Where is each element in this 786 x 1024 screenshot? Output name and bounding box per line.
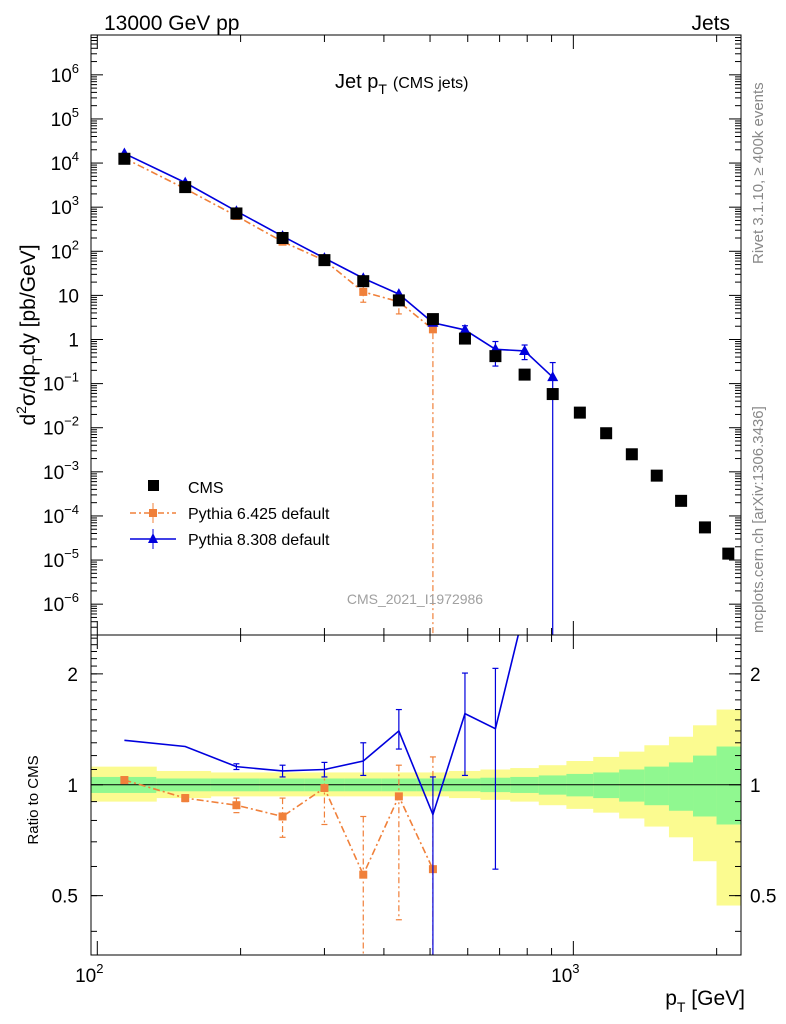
rivet-version-label: Rivet 3.1.10, ≥ 400k events bbox=[750, 82, 767, 264]
main-y-tick-label: 10−4 bbox=[43, 502, 79, 528]
pythia8-point bbox=[547, 371, 559, 382]
cms-data-point bbox=[118, 152, 131, 165]
main-y-tick-label: 10 bbox=[58, 286, 79, 307]
band-inner-bin bbox=[593, 772, 620, 799]
pythia8-point bbox=[459, 323, 471, 334]
analysis-watermark: CMS_2021_I1972986 bbox=[347, 591, 483, 607]
plot-title: Jet pT (CMS jets) bbox=[335, 71, 468, 97]
ratio-plot-area bbox=[91, 635, 741, 955]
legend-label-cms: CMS bbox=[188, 480, 224, 497]
ratio-pythia6-point bbox=[278, 812, 287, 821]
header-analysis-group: Jets bbox=[691, 12, 730, 35]
legend-label-pythia8: Pythia 8.308 default bbox=[188, 532, 330, 549]
band-inner-bin bbox=[644, 766, 670, 806]
cms-data-point bbox=[426, 313, 439, 326]
pythia6-point bbox=[359, 287, 368, 296]
cms-data-point bbox=[179, 181, 192, 194]
ratio-y-tick-label-right: 1 bbox=[750, 776, 761, 797]
ratio-y-tick-label-left: 1 bbox=[67, 776, 78, 797]
main-y-tick-label: 10−2 bbox=[43, 414, 79, 440]
band-inner-bin bbox=[693, 755, 718, 817]
cms-data-point bbox=[722, 547, 735, 560]
x-tick-label: 102 bbox=[75, 961, 103, 987]
cms-data-point bbox=[318, 254, 331, 267]
ratio-axes: 102 103 0.5 0.5 1 1 2 2 bbox=[52, 634, 776, 987]
ratio-pythia6-point bbox=[320, 783, 329, 792]
mcplots-label: mcplots.cern.ch [arXiv:1306.3436] bbox=[750, 406, 767, 633]
main-y-tick-label: 10−1 bbox=[43, 370, 79, 396]
band-inner-bin bbox=[716, 746, 741, 825]
ratio-pythia6-point bbox=[232, 801, 241, 810]
main-y-tick-label: 102 bbox=[51, 237, 79, 263]
main-y-tick-label: 10−3 bbox=[43, 458, 79, 484]
main-y-tick-label: 10−5 bbox=[43, 546, 79, 572]
legend-marker-pythia6 bbox=[149, 509, 157, 517]
main-plot-area bbox=[118, 147, 735, 635]
cms-data-point bbox=[357, 275, 370, 288]
main-y-tick-label: 10−6 bbox=[43, 590, 79, 616]
band-inner-bin bbox=[619, 769, 645, 802]
header-collision-label: 13000 GeV pp bbox=[104, 12, 239, 35]
ratio-pythia6-point bbox=[181, 794, 190, 803]
legend-marker-pythia8 bbox=[148, 533, 158, 543]
ratio-y-tick-label-left: 0.5 bbox=[52, 887, 78, 908]
legend-marker-cms bbox=[148, 480, 159, 491]
pythia8-point bbox=[519, 344, 531, 355]
pythia8-line bbox=[124, 152, 554, 378]
cms-data-point bbox=[276, 232, 289, 245]
main-y-tick-label: 105 bbox=[51, 105, 79, 131]
main-y-tick-label: 1 bbox=[68, 331, 79, 352]
cms-data-point bbox=[230, 207, 243, 220]
cms-data-point bbox=[546, 388, 559, 401]
cms-data-point bbox=[489, 350, 502, 363]
ratio-frame bbox=[90, 634, 742, 956]
band-inner-bin bbox=[668, 762, 694, 811]
cms-data-point bbox=[392, 294, 405, 307]
cms-data-point bbox=[518, 368, 531, 381]
main-y-tick-label: 103 bbox=[51, 193, 79, 219]
cms-data-point bbox=[650, 469, 663, 482]
cms-data-point bbox=[458, 332, 471, 345]
main-y-tick-label: 104 bbox=[51, 149, 79, 175]
cms-data-point bbox=[600, 427, 613, 440]
legend: CMS Pythia 6.425 default Pythia 8.308 de… bbox=[130, 480, 330, 549]
ratio-y-tick-label-left: 2 bbox=[67, 665, 78, 686]
ratio-y-axis-label: Ratio to CMS bbox=[25, 755, 42, 844]
ratio-y-tick-label-right: 2 bbox=[750, 665, 761, 686]
x-tick-label: 103 bbox=[551, 961, 579, 987]
cms-data-point bbox=[625, 448, 638, 461]
ratio-y-tick-label-right: 0.5 bbox=[750, 887, 776, 908]
pythia6-point bbox=[428, 325, 437, 334]
ratio-pythia6-point bbox=[394, 792, 403, 801]
cms-data-point bbox=[675, 494, 688, 507]
legend-label-pythia6: Pythia 6.425 default bbox=[188, 506, 330, 523]
cms-data-point bbox=[573, 406, 586, 419]
main-axes: 10610510410310210110−110−210−310−410−510… bbox=[43, 34, 742, 636]
ratio-pythia6-point bbox=[120, 776, 129, 785]
main-y-tick-label: 106 bbox=[51, 61, 79, 87]
x-axis-label: pT [GeV] bbox=[665, 987, 745, 1015]
ratio-pythia6-point bbox=[359, 870, 368, 879]
ratio-pythia6-line bbox=[124, 779, 434, 877]
cms-data-point bbox=[698, 521, 711, 534]
main-y-axis-label: d2σ/dpTdy [pb/GeV] bbox=[13, 244, 45, 425]
ratio-uncertainty-bands bbox=[91, 709, 741, 906]
